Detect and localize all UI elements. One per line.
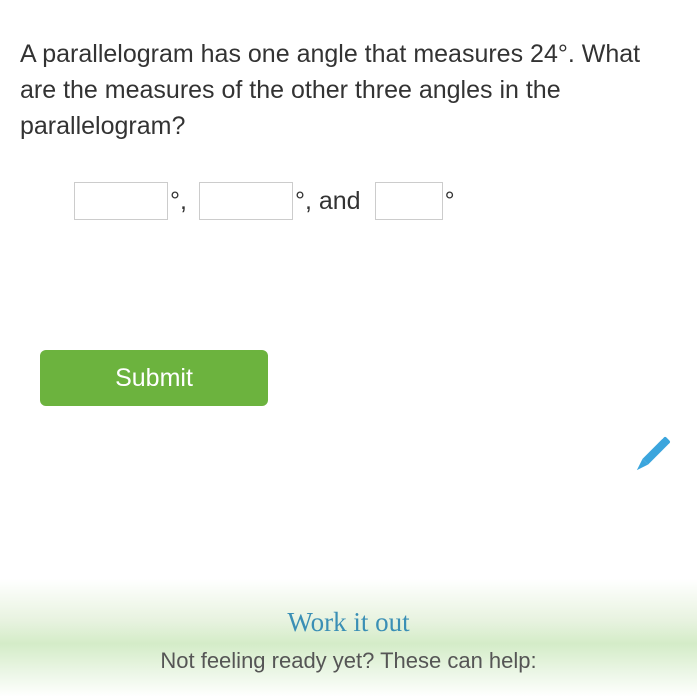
- pencil-icon[interactable]: [627, 432, 675, 480]
- angle-input-2[interactable]: [199, 182, 293, 220]
- separator-2: °, and: [295, 187, 361, 216]
- work-it-out-title: Work it out: [0, 607, 697, 638]
- bottom-section: Work it out Not feeling ready yet? These…: [0, 579, 697, 697]
- angle-input-3[interactable]: [375, 182, 443, 220]
- end-degree: °: [445, 187, 455, 216]
- submit-button[interactable]: Submit: [40, 350, 268, 406]
- angle-input-1[interactable]: [74, 182, 168, 220]
- answer-row: °, °, and °: [20, 182, 677, 220]
- question-area: A parallelogram has one angle that measu…: [0, 0, 697, 406]
- separator-1: °,: [170, 187, 187, 216]
- help-subtitle: Not feeling ready yet? These can help:: [0, 648, 697, 674]
- question-text: A parallelogram has one angle that measu…: [20, 36, 677, 144]
